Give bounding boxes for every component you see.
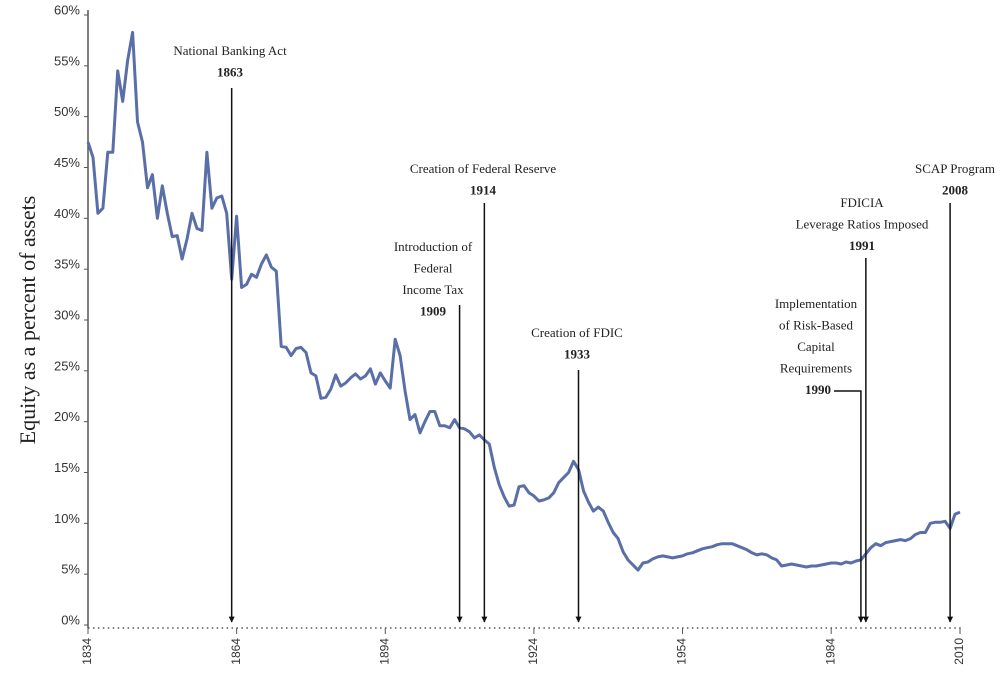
annotation-text: Introduction of xyxy=(394,239,473,254)
annotation-text: National Banking Act xyxy=(173,43,287,58)
annotation-text: of Risk-Based xyxy=(779,317,854,332)
annotation-text: SCAP Program xyxy=(915,161,995,176)
x-tick-label: 1954 xyxy=(675,638,689,665)
annotation-text: Capital xyxy=(797,339,835,354)
x-tick-label: 1924 xyxy=(526,638,540,665)
y-tick-label: 40% xyxy=(54,206,80,221)
annotation-year: 1991 xyxy=(849,238,875,253)
annotation-text: Creation of FDIC xyxy=(531,325,623,340)
y-tick-label: 5% xyxy=(61,562,80,577)
y-tick-label: 55% xyxy=(54,53,80,68)
annotation-text: Income Tax xyxy=(402,282,464,297)
y-tick-label: 10% xyxy=(54,511,80,526)
annotation-text: Leverage Ratios Imposed xyxy=(796,216,929,231)
y-tick-label: 60% xyxy=(54,2,80,17)
x-tick-label: 1864 xyxy=(229,638,243,665)
y-tick-label: 50% xyxy=(54,104,80,119)
annotation-text: Implementation xyxy=(775,296,858,311)
annotation-text: FDICIA xyxy=(840,195,884,210)
annotation-text: Creation of Federal Reserve xyxy=(410,161,556,176)
x-tick-label: 1834 xyxy=(80,638,94,665)
annotation-year: 1990 xyxy=(805,382,831,397)
annotation-text: Requirements xyxy=(780,360,852,375)
data-line xyxy=(86,30,961,572)
annotation-year: 1914 xyxy=(470,182,497,197)
y-tick-label: 25% xyxy=(54,358,80,373)
y-tick-label: 20% xyxy=(54,409,80,424)
y-tick-label: 15% xyxy=(54,460,80,475)
x-tick-label: 1984 xyxy=(823,638,837,665)
x-tick-label: 2010 xyxy=(952,638,966,665)
annotation-year: 1863 xyxy=(217,64,244,79)
annotation-arrow xyxy=(834,390,864,623)
y-tick-label: 35% xyxy=(54,257,80,272)
annotation-text: Federal xyxy=(414,260,453,275)
annotation-year: 2008 xyxy=(942,182,969,197)
annotation-year: 1909 xyxy=(420,303,447,318)
annotation-year: 1933 xyxy=(564,346,591,361)
y-tick-label: 30% xyxy=(54,307,80,322)
x-tick-label: 1894 xyxy=(377,638,391,665)
y-tick-label: 45% xyxy=(54,155,80,170)
y-tick-label: 0% xyxy=(61,612,80,627)
y-axis-title: Equity as a percent of assets xyxy=(15,196,40,445)
